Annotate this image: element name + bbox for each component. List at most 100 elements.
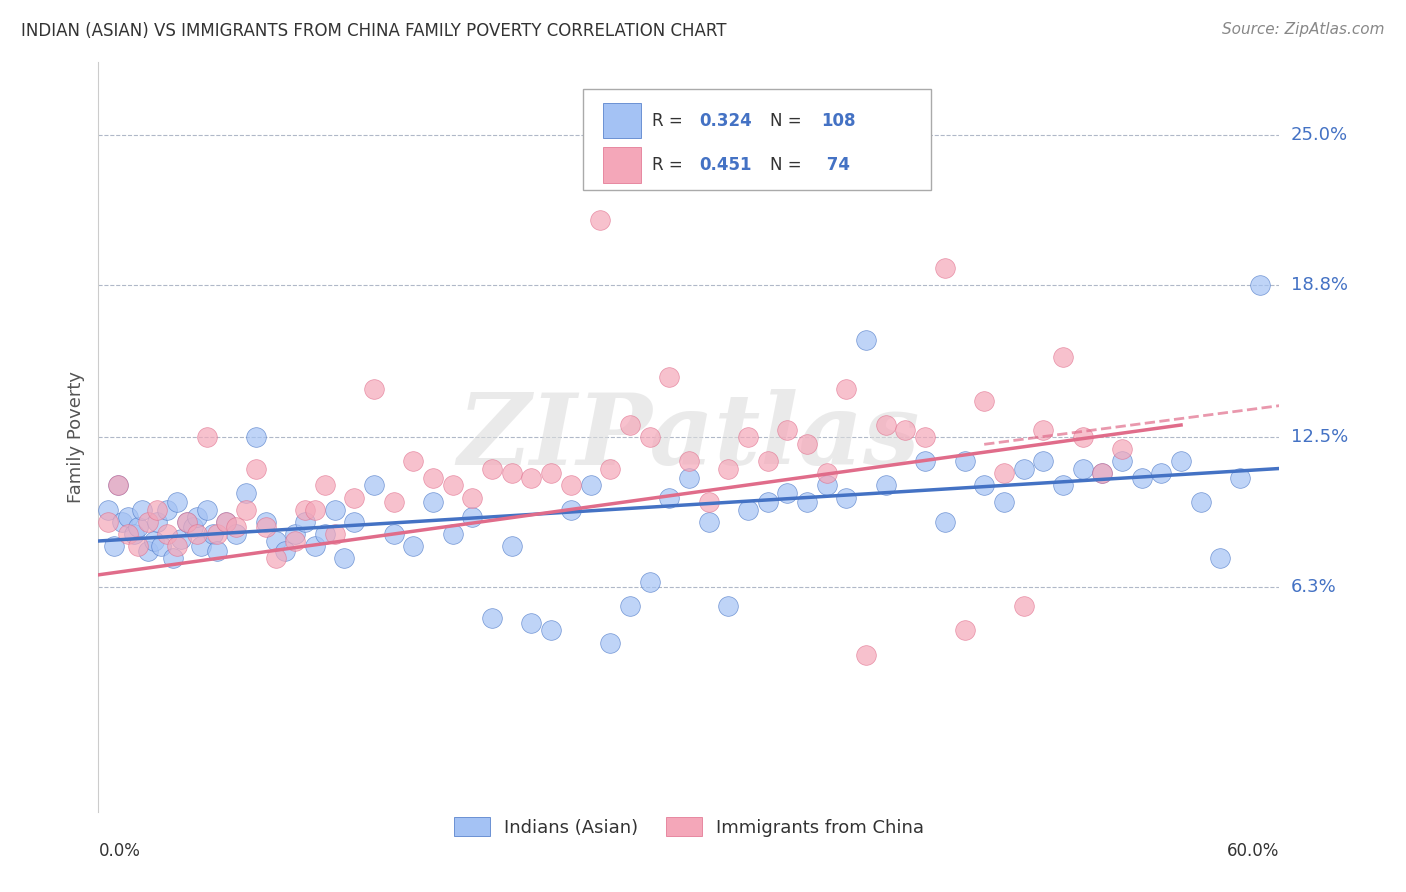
- Point: [599, 461, 621, 475]
- Point: [225, 519, 247, 533]
- Point: [382, 526, 405, 541]
- Point: [304, 539, 326, 553]
- Point: [540, 467, 562, 481]
- Point: [107, 478, 129, 492]
- Point: [875, 478, 897, 492]
- Point: [422, 495, 444, 509]
- Point: [402, 454, 425, 468]
- Point: [914, 430, 936, 444]
- Point: [1209, 550, 1232, 565]
- Text: 25.0%: 25.0%: [1291, 126, 1348, 144]
- Point: [717, 461, 740, 475]
- Point: [205, 543, 228, 558]
- Point: [107, 478, 129, 492]
- Point: [697, 515, 720, 529]
- Point: [1249, 277, 1271, 292]
- Point: [697, 495, 720, 509]
- Point: [166, 495, 188, 509]
- Point: [638, 575, 661, 590]
- Point: [97, 515, 120, 529]
- Text: 108: 108: [821, 112, 856, 129]
- Point: [1032, 423, 1054, 437]
- Point: [195, 502, 218, 516]
- Point: [195, 430, 218, 444]
- Point: [186, 526, 208, 541]
- Point: [658, 369, 681, 384]
- Point: [156, 526, 179, 541]
- Point: [111, 515, 134, 529]
- Point: [441, 526, 464, 541]
- Point: [756, 495, 779, 509]
- Point: [1012, 599, 1035, 614]
- Point: [166, 539, 188, 553]
- Point: [1032, 454, 1054, 468]
- Point: [953, 624, 976, 638]
- Point: [314, 526, 336, 541]
- Bar: [603, 147, 641, 184]
- Point: [254, 519, 277, 533]
- Point: [343, 515, 366, 529]
- Point: [117, 526, 139, 541]
- Point: [264, 550, 287, 565]
- Point: [343, 491, 366, 505]
- Point: [1111, 454, 1133, 468]
- Point: [815, 478, 838, 492]
- Point: [717, 599, 740, 614]
- Point: [481, 611, 503, 625]
- Point: [737, 430, 759, 444]
- Point: [835, 382, 858, 396]
- Point: [638, 430, 661, 444]
- Text: 12.5%: 12.5%: [1291, 428, 1348, 446]
- Point: [1229, 471, 1251, 485]
- Point: [274, 543, 297, 558]
- Point: [993, 495, 1015, 509]
- Point: [441, 478, 464, 492]
- Point: [1052, 478, 1074, 492]
- Point: [914, 454, 936, 468]
- Point: [117, 509, 139, 524]
- Point: [103, 539, 125, 553]
- Point: [176, 515, 198, 529]
- Point: [127, 539, 149, 553]
- Bar: [603, 103, 641, 138]
- Point: [756, 454, 779, 468]
- Text: 60.0%: 60.0%: [1227, 842, 1279, 860]
- Text: ZIPatlas: ZIPatlas: [458, 389, 920, 485]
- Point: [1071, 430, 1094, 444]
- Y-axis label: Family Poverty: Family Poverty: [66, 371, 84, 503]
- Point: [1130, 471, 1153, 485]
- Point: [146, 515, 169, 529]
- Point: [150, 539, 173, 553]
- Point: [235, 485, 257, 500]
- Point: [181, 519, 204, 533]
- Point: [619, 599, 641, 614]
- Point: [136, 543, 159, 558]
- Point: [894, 423, 917, 437]
- Point: [1052, 351, 1074, 365]
- Point: [333, 550, 356, 565]
- Text: 0.0%: 0.0%: [98, 842, 141, 860]
- Point: [993, 467, 1015, 481]
- Point: [146, 502, 169, 516]
- Point: [294, 515, 316, 529]
- Point: [678, 454, 700, 468]
- Point: [215, 515, 238, 529]
- Point: [186, 509, 208, 524]
- Point: [835, 491, 858, 505]
- Point: [201, 526, 224, 541]
- Point: [678, 471, 700, 485]
- Point: [560, 502, 582, 516]
- Point: [953, 454, 976, 468]
- Point: [934, 515, 956, 529]
- Point: [215, 515, 238, 529]
- Text: 74: 74: [821, 156, 851, 175]
- Point: [776, 423, 799, 437]
- Point: [461, 491, 484, 505]
- Text: 0.451: 0.451: [700, 156, 752, 175]
- Point: [382, 495, 405, 509]
- Point: [461, 509, 484, 524]
- Point: [796, 495, 818, 509]
- Point: [422, 471, 444, 485]
- Point: [122, 526, 145, 541]
- Point: [481, 461, 503, 475]
